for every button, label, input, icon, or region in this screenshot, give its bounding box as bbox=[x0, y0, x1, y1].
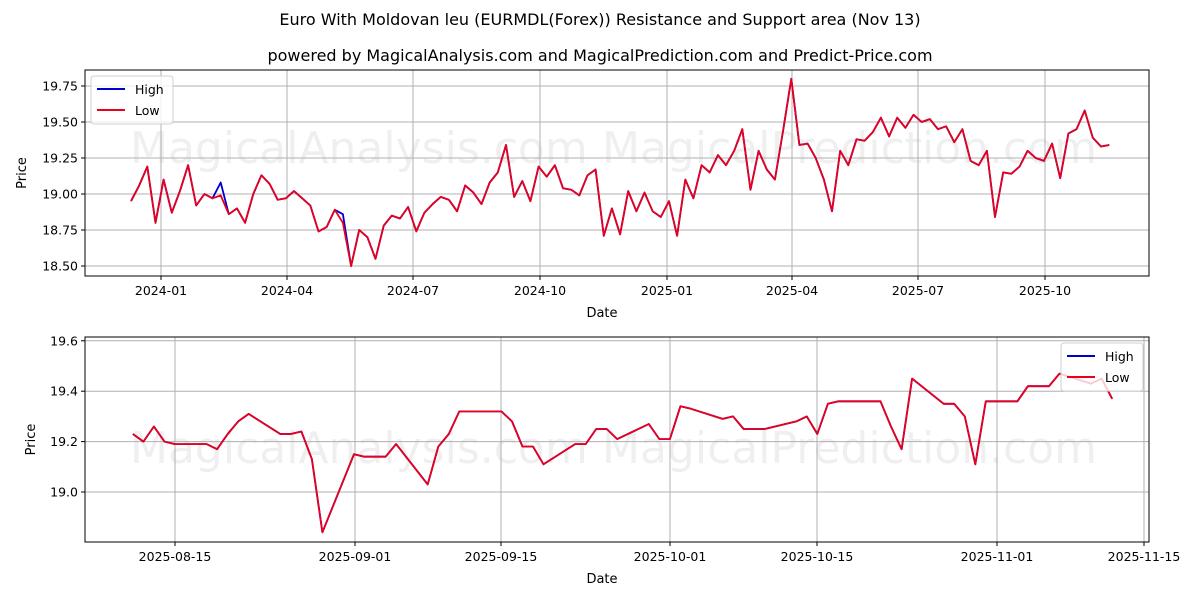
y-tick-label: 19.6 bbox=[50, 333, 78, 348]
x-tick-label: 2025-11-01 bbox=[961, 549, 1034, 564]
y-tick-label: 18.50 bbox=[42, 259, 78, 274]
watermark: MagicalPrediction.com bbox=[602, 123, 1097, 174]
x-tick-label: 2024-10 bbox=[514, 283, 566, 298]
x-tick-label: 2024-01 bbox=[135, 283, 187, 298]
x-tick-label: 2025-11-15 bbox=[1108, 549, 1181, 564]
y-tick-label: 19.00 bbox=[42, 187, 78, 202]
series-line-low bbox=[130, 77, 1110, 267]
watermark: MagicalAnalysis.com bbox=[130, 423, 588, 474]
plot-frame bbox=[84, 336, 1150, 543]
legend: High Low bbox=[90, 75, 174, 125]
x-tick-label: 2025-10-15 bbox=[781, 549, 854, 564]
legend-label-high: High bbox=[135, 82, 164, 97]
x-tick-label: 2025-10 bbox=[1019, 283, 1071, 298]
chart-subtitle: powered by MagicalAnalysis.com and Magic… bbox=[267, 46, 933, 65]
top-chart: MagicalAnalysis.com MagicalPrediction.com… bbox=[15, 69, 1150, 321]
y-tick-label: 19.75 bbox=[42, 79, 78, 94]
watermark: MagicalPrediction.com bbox=[602, 423, 1097, 474]
y-tick-label: 19.50 bbox=[42, 115, 78, 130]
y-tick-label: 19.2 bbox=[50, 434, 78, 449]
x-tick-label: 2025-07 bbox=[892, 283, 944, 298]
chart-title: Euro With Moldovan leu (EURMDL(Forex)) R… bbox=[279, 10, 921, 29]
x-tick-label: 2025-10-01 bbox=[634, 549, 707, 564]
x-axis-label: Date bbox=[586, 306, 617, 321]
x-tick-label: 2025-09-01 bbox=[319, 549, 392, 564]
x-tick-label: 2024-07 bbox=[387, 283, 439, 298]
y-axis-label: Price bbox=[15, 157, 30, 189]
legend-label-low: Low bbox=[1105, 370, 1130, 385]
legend-label-low: Low bbox=[135, 103, 160, 118]
legend-label-high: High bbox=[1105, 349, 1134, 364]
y-tick-label: 19.25 bbox=[42, 151, 78, 166]
watermark: MagicalAnalysis.com bbox=[130, 123, 588, 174]
y-tick-label: 19.4 bbox=[50, 384, 78, 399]
x-tick-label: 2025-01 bbox=[641, 283, 693, 298]
x-tick-label: 2024-04 bbox=[261, 283, 313, 298]
series-line-low bbox=[132, 372, 1113, 534]
y-tick-label: 19.0 bbox=[50, 485, 78, 500]
legend: High Low bbox=[1060, 342, 1144, 392]
x-tick-label: 2025-04 bbox=[766, 283, 818, 298]
y-axis-label: Price bbox=[24, 424, 39, 456]
x-tick-label: 2025-08-15 bbox=[139, 549, 212, 564]
x-tick-label: 2025-09-15 bbox=[465, 549, 538, 564]
plot-frame bbox=[84, 69, 1150, 277]
x-axis-label: Date bbox=[586, 572, 617, 587]
y-tick-label: 18.75 bbox=[42, 223, 78, 238]
